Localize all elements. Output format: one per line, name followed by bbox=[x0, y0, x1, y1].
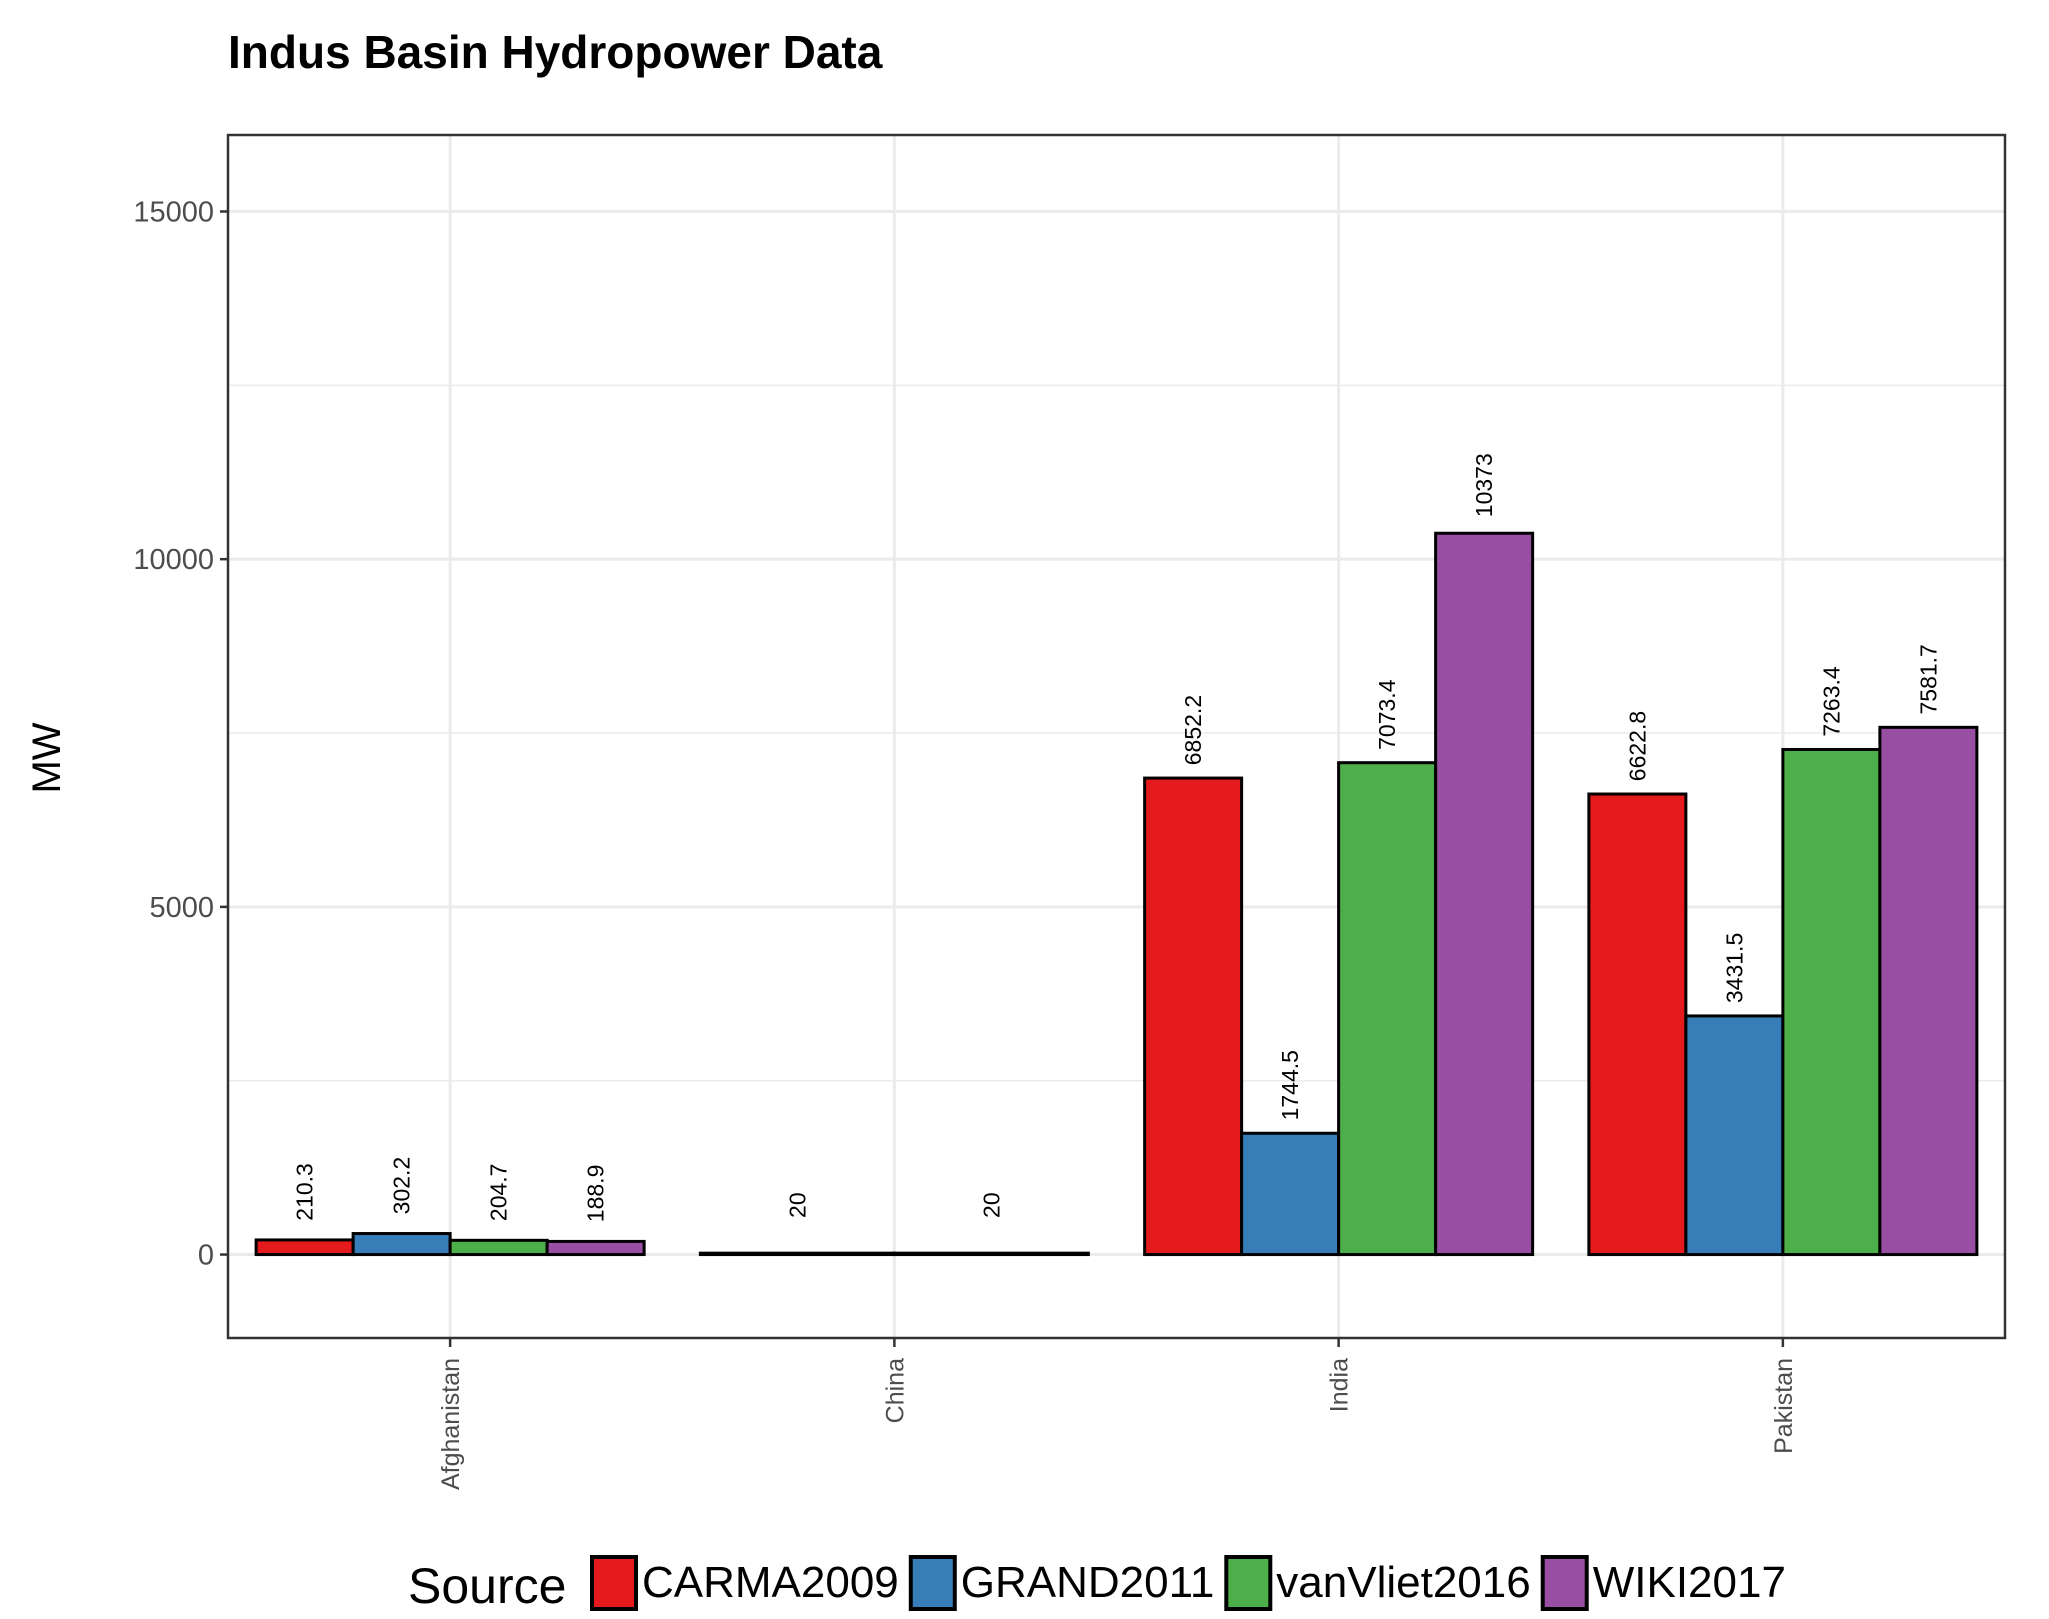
y-tick-label: 0 bbox=[198, 1240, 214, 1272]
plot-border bbox=[226, 133, 2007, 1340]
legend-key-CARMA2009 bbox=[590, 1555, 638, 1611]
bar-CARMA2009-Pakistan bbox=[1587, 792, 1688, 1257]
legend-label-GRAND2011: GRAND2011 bbox=[961, 1558, 1215, 1607]
legend: CARMA2009 GRAND2011 vanVliet2016 WIKI2017 bbox=[590, 1555, 1786, 1611]
x-tick-label: China bbox=[881, 1358, 909, 1423]
x-tick-label: Afghanistan bbox=[437, 1358, 465, 1490]
bar-WIKI2017-China bbox=[892, 1251, 1090, 1257]
bar-WIKI2017-Afghanistan bbox=[545, 1239, 646, 1257]
bar-GRAND2011-India bbox=[1240, 1131, 1341, 1257]
plot-area: 210.3 302.2 204.7 188.9 20 20 6852.2 1744.5 7073… bbox=[133, 133, 2007, 1490]
data-label: 188.9 bbox=[583, 1165, 609, 1223]
data-label: 20 bbox=[978, 1192, 1004, 1218]
bar-vanVliet2016-Pakistan bbox=[1781, 747, 1882, 1257]
bar-GRAND2011-Afghanistan bbox=[351, 1232, 452, 1257]
legend-key-vanVliet2016 bbox=[1224, 1555, 1273, 1611]
legend-label-WIKI2017: WIKI2017 bbox=[1593, 1558, 1786, 1607]
legend-label-CARMA2009: CARMA2009 bbox=[642, 1558, 899, 1607]
data-label: 3431.5 bbox=[1721, 933, 1747, 1003]
y-tick-label: 15000 bbox=[133, 196, 214, 228]
legend-key-GRAND2011 bbox=[908, 1555, 957, 1611]
x-tick-label: India bbox=[1326, 1358, 1354, 1412]
bar-GRAND2011-Pakistan bbox=[1684, 1014, 1785, 1257]
bar-vanVliet2016-India bbox=[1337, 761, 1438, 1257]
legend-key-WIKI2017 bbox=[1540, 1555, 1589, 1611]
data-label: 7073.4 bbox=[1374, 679, 1400, 750]
y-tick-label: 5000 bbox=[149, 892, 214, 924]
bar-vanVliet2016-Afghanistan bbox=[448, 1238, 549, 1257]
bar-CARMA2009-China bbox=[698, 1251, 896, 1257]
legend-label-vanVliet2016: vanVliet2016 bbox=[1276, 1558, 1530, 1607]
bar-CARMA2009-Afghanistan bbox=[254, 1238, 355, 1257]
y-axis-label: MW bbox=[25, 722, 69, 793]
data-label: 10373 bbox=[1471, 453, 1497, 517]
data-label: 6622.8 bbox=[1624, 711, 1650, 781]
x-tick-label: Pakistan bbox=[1770, 1358, 1798, 1454]
y-tick-label: 10000 bbox=[133, 544, 214, 576]
data-label: 7263.4 bbox=[1818, 666, 1844, 737]
data-label: 20 bbox=[784, 1192, 810, 1218]
data-label: 210.3 bbox=[292, 1163, 318, 1221]
bar-WIKI2017-Pakistan bbox=[1878, 725, 1979, 1257]
chart-title: Indus Basin Hydropower Data bbox=[228, 26, 883, 78]
data-label: 6852.2 bbox=[1180, 695, 1206, 765]
data-label: 1744.5 bbox=[1277, 1050, 1303, 1120]
legend-title: Source bbox=[408, 1558, 566, 1614]
bar-WIKI2017-India bbox=[1434, 531, 1535, 1257]
bar-CARMA2009-India bbox=[1143, 776, 1244, 1257]
data-label: 204.7 bbox=[486, 1164, 512, 1222]
data-label: 302.2 bbox=[389, 1157, 415, 1215]
data-label: 7581.7 bbox=[1915, 644, 1941, 714]
